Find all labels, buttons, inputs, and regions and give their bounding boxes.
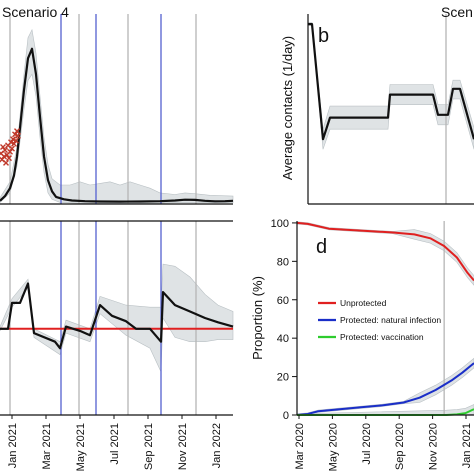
data-point [11, 140, 17, 147]
panel-title: Scen [441, 4, 473, 20]
data-point [0, 144, 6, 150]
confidence-band [307, 22, 474, 150]
data-point [8, 139, 14, 146]
series-line-0 [296, 221, 474, 282]
x-tick-label: May 2021 [75, 423, 87, 471]
panel-top-left: Scenario 4 [0, 4, 234, 205]
data-point [10, 136, 16, 143]
data-point [7, 148, 13, 155]
legend-label: Protected: vaccination [340, 332, 424, 342]
x-tick-label: Sep 2021 [143, 423, 155, 470]
panel-top-right: b Scen Average contacts (1/day) [280, 4, 474, 205]
x-ticks: Mar 2020 May 2020 Jul 2020 Sep 2020 Nov 2020… [294, 415, 473, 471]
x-tick-label: Jan 2022 [211, 423, 223, 468]
data-point [12, 131, 18, 138]
x-tick-label: Nov 2021 [177, 423, 189, 470]
x-tick-label: Mar 2020 [294, 423, 306, 469]
data-point [9, 145, 15, 152]
y-ticks: 0 20 40 60 80 100 [271, 218, 297, 422]
x-tick-label: Jul 2020 [361, 423, 373, 465]
data-point [13, 137, 19, 144]
data-point [15, 132, 21, 139]
y-tick-label: 20 [277, 372, 289, 384]
series-line-0 [308, 23, 474, 141]
y-tick-label: 0 [283, 410, 289, 422]
panel-bottom-left: Jan 2021 Mar 2021 May 2021 Jul 2021 Sep 2021… [0, 220, 234, 471]
legend-label: Unprotected [340, 298, 387, 308]
y-tick-label: 80 [277, 256, 289, 268]
x-tick-label: Sep 2020 [394, 423, 406, 470]
legend-label: Protected: natural infection [340, 315, 441, 325]
series-line-0 [0, 282, 234, 350]
x-tick-label: Jan 2021 [7, 423, 19, 468]
series-line-0 [0, 47, 234, 203]
y-tick-label: 60 [277, 295, 289, 307]
data-point [3, 159, 9, 166]
x-tick-label: Nov 2020 [428, 423, 440, 470]
data-point [1, 153, 7, 160]
x-tick-label: Jul 2021 [109, 423, 121, 465]
x-tick-label: May 2020 [327, 423, 339, 471]
legend: Unprotected Protected: natural infection P… [318, 298, 441, 342]
panel-bottom-right: 0 20 40 60 80 100 Mar 2020 May 2020 Jul 2020 Sep… [250, 218, 474, 471]
x-tick-label: Mar 2021 [41, 423, 53, 469]
panel-label-d: d [316, 236, 327, 258]
confidence-band [0, 28, 234, 204]
panel-title: Scenario 4 [2, 4, 69, 20]
series-line-1 [296, 362, 474, 416]
data-point [6, 155, 12, 162]
data-point [14, 128, 20, 135]
y-axis-label: Average contacts (1/day) [280, 36, 295, 180]
panel-label-b: b [318, 25, 329, 47]
y-axis-label: Proportion (%) [250, 276, 265, 360]
y-tick-label: 40 [277, 333, 289, 345]
x-ticks: Jan 2021 Mar 2021 May 2021 Jul 2021 Sep 2021… [7, 415, 223, 471]
confidence-band [296, 357, 474, 416]
x-tick-label: Jan 2021 [461, 423, 473, 468]
y-tick-label: 100 [271, 218, 289, 230]
data-point [2, 147, 8, 154]
